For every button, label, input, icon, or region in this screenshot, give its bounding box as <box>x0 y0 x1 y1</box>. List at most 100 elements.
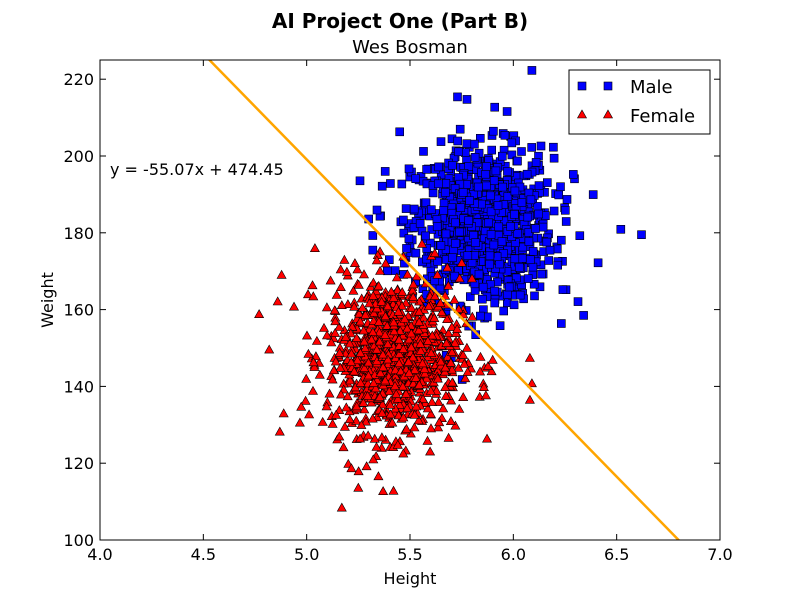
data-point-female <box>388 485 399 495</box>
data-point-male <box>542 178 552 187</box>
data-point-male <box>470 139 479 149</box>
data-point-female <box>378 362 389 372</box>
data-point-female <box>339 421 350 431</box>
data-point-female <box>348 285 359 295</box>
data-point-female <box>364 298 375 308</box>
data-point-female <box>385 399 396 409</box>
data-point-male <box>478 282 488 292</box>
data-point-female <box>433 396 444 406</box>
data-point-female <box>373 471 384 481</box>
data-point-female <box>362 390 373 400</box>
data-point-female <box>475 366 486 376</box>
data-point-female <box>446 395 457 405</box>
data-point-female <box>387 417 398 427</box>
data-point-male <box>544 256 554 265</box>
data-point-female <box>482 361 494 370</box>
data-point-female <box>374 336 385 346</box>
data-point-female <box>406 342 417 352</box>
data-point-male <box>545 245 555 255</box>
data-point-female <box>272 296 283 306</box>
legend-marker-male <box>577 81 587 91</box>
data-point-male <box>475 134 485 143</box>
data-point-female <box>311 335 322 345</box>
regression-line <box>207 60 681 540</box>
data-point-male <box>517 198 527 207</box>
data-point-male <box>524 237 534 246</box>
data-point-male <box>474 269 484 279</box>
data-point-female <box>377 407 388 417</box>
data-point-male <box>549 153 559 163</box>
data-point-female <box>359 363 370 372</box>
data-point-female <box>449 294 460 304</box>
data-point-female <box>377 399 388 409</box>
data-point-male <box>475 311 485 321</box>
data-point-male <box>554 190 564 200</box>
data-point-male <box>579 311 588 320</box>
data-point-female <box>385 409 396 419</box>
data-point-male <box>402 244 411 253</box>
data-point-female <box>417 358 428 368</box>
data-point-female <box>389 380 401 390</box>
data-point-female <box>309 361 320 371</box>
y-axis-label: Weight <box>38 272 57 328</box>
data-point-female <box>327 374 338 384</box>
data-point-female <box>264 344 275 354</box>
data-point-male <box>483 312 492 322</box>
data-point-female <box>278 408 289 418</box>
data-point-female <box>380 329 391 339</box>
data-point-male <box>556 319 566 328</box>
data-point-female <box>301 330 313 340</box>
data-point-female <box>368 290 379 300</box>
data-point-male <box>415 219 425 228</box>
data-point-male <box>503 192 513 201</box>
data-point-female <box>339 254 350 264</box>
data-point-female <box>393 410 404 420</box>
data-point-male <box>575 231 585 240</box>
data-point-male <box>536 141 546 151</box>
data-point-male <box>504 282 514 292</box>
data-point-female <box>304 409 315 419</box>
data-point-female <box>368 277 379 287</box>
data-point-female <box>378 486 389 495</box>
data-point-female <box>395 366 406 376</box>
data-point-female <box>254 309 265 318</box>
data-point-female <box>425 423 437 433</box>
data-point-male <box>432 222 442 231</box>
data-point-male <box>421 198 431 207</box>
data-point-male <box>434 162 443 172</box>
data-point-female <box>380 311 391 321</box>
data-point-male <box>419 147 428 156</box>
data-point-male <box>510 186 520 196</box>
data-point-female <box>349 301 360 311</box>
data-point-female <box>398 412 409 422</box>
data-point-male <box>527 143 537 152</box>
data-point-male <box>637 230 646 239</box>
data-point-female <box>391 388 402 398</box>
data-point-male <box>481 181 491 191</box>
data-point-male <box>473 182 483 192</box>
data-point-female <box>353 279 364 289</box>
data-point-female <box>398 448 409 458</box>
data-point-female <box>438 403 449 413</box>
data-point-male <box>549 206 559 216</box>
data-point-male <box>512 273 521 283</box>
data-point-female <box>373 280 384 290</box>
data-point-female <box>351 332 362 342</box>
data-point-female <box>429 291 440 300</box>
data-point-female <box>327 418 338 428</box>
regression-line-layer <box>207 60 681 540</box>
data-point-male <box>517 254 527 263</box>
data-point-female <box>524 352 535 362</box>
data-point-female <box>392 439 403 449</box>
data-point-male <box>498 182 508 192</box>
data-point-female <box>429 312 440 322</box>
data-point-female <box>392 284 403 294</box>
data-point-male <box>529 279 539 289</box>
data-point-female <box>288 301 300 311</box>
legend-label-female: Female <box>630 106 695 127</box>
data-point-male <box>441 179 451 188</box>
data-point-female <box>421 373 432 383</box>
line-equation: y = -55.07x + 474.45 <box>110 160 284 179</box>
data-point-male <box>531 158 541 167</box>
chart-title: AI Project One (Part B) <box>272 9 528 33</box>
